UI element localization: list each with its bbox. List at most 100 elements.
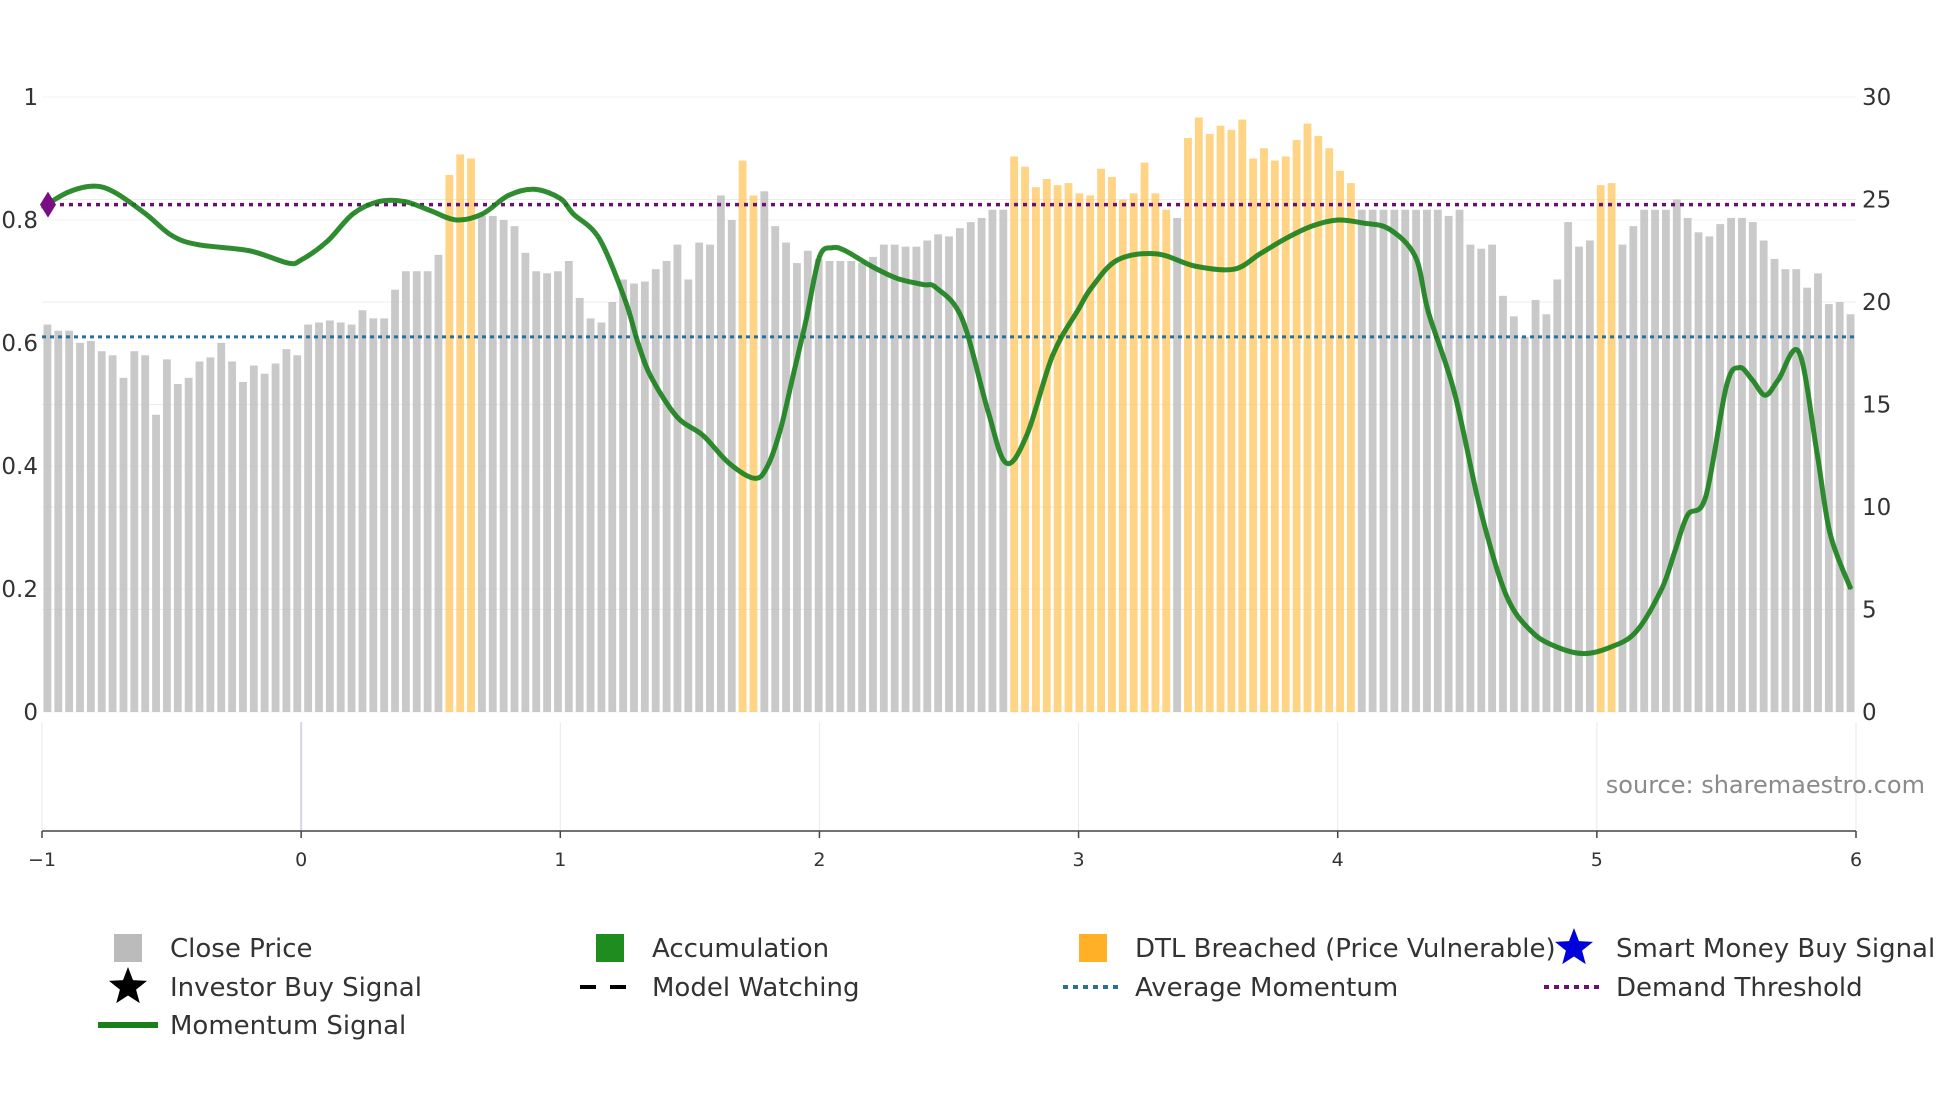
close-bar [1444, 215, 1453, 712]
close-bar [391, 289, 399, 712]
legend-star-icon [1554, 928, 1594, 965]
close-bar [1575, 246, 1583, 712]
legend-swatch [114, 934, 142, 962]
close-bar [141, 355, 150, 712]
legend-item-dtl: DTL Breached (Price Vulnerable) [1079, 934, 1556, 964]
close-bar [54, 330, 63, 712]
dtl-bar [1010, 156, 1019, 712]
momentum-point [1850, 588, 1852, 590]
momentum-point [300, 259, 302, 261]
momentum-point [1777, 379, 1780, 381]
momentum-point [766, 465, 769, 467]
close-bar [488, 215, 497, 712]
close-bar [1672, 199, 1681, 712]
close-bar [1173, 217, 1182, 712]
close-bar [510, 226, 519, 712]
momentum-point [1704, 495, 1707, 498]
legend-item-avgmom: Average Momentum [1063, 973, 1398, 1003]
close-bar [260, 373, 269, 712]
close-bar [966, 222, 975, 713]
dtl-bar [1042, 179, 1051, 712]
dtl-bar [1270, 160, 1279, 713]
close-bar [695, 242, 704, 713]
legend-label: Investor Buy Signal [170, 973, 422, 1003]
x-tick-label: 1 [554, 849, 566, 871]
close-bar [1488, 244, 1497, 712]
right-tick-label: 5 [1862, 598, 1877, 624]
close-bar [1727, 217, 1735, 712]
left-tick-label: 0.8 [1, 208, 38, 234]
momentum-point [896, 277, 898, 280]
close-bar [1618, 244, 1627, 712]
x-tick-label: 4 [1332, 849, 1344, 871]
close-bar [619, 279, 628, 712]
close-bar [478, 215, 486, 712]
momentum-point [1634, 631, 1637, 633]
dtl-bar [1325, 148, 1334, 712]
close-bar [1835, 302, 1844, 712]
close-bar [1694, 232, 1703, 713]
close-bar [586, 318, 595, 712]
close-bar [43, 324, 52, 712]
close-bar [575, 297, 584, 712]
dtl-bar [1281, 156, 1290, 712]
legend-star-icon [108, 967, 148, 1004]
momentum-point [1090, 286, 1093, 289]
dtl-bar [467, 158, 475, 712]
close-bar [1466, 244, 1475, 712]
left-tick-label: 1 [23, 85, 38, 111]
momentum-point [1738, 366, 1741, 369]
close-price-bars [43, 191, 1855, 713]
close-bar [304, 324, 313, 712]
close-bar [412, 271, 421, 712]
close-bar [152, 414, 160, 712]
legend-item-smart: Smart Money Buy Signal [1554, 928, 1935, 965]
legend-item-accumulation: Accumulation [596, 934, 829, 964]
close-bar [119, 377, 128, 712]
close-bar [76, 343, 84, 712]
legend-label: DTL Breached (Price Vulnerable) [1135, 934, 1556, 964]
close-bar [836, 261, 845, 712]
close-bar [1792, 269, 1801, 712]
momentum-point [1194, 265, 1196, 267]
close-bar [401, 271, 410, 712]
close-bar [1629, 226, 1638, 712]
close-bar [955, 228, 964, 712]
dtl-bar [1227, 129, 1236, 713]
dtl-bar [1336, 170, 1344, 713]
momentum-point [637, 342, 639, 344]
momentum-point [1051, 354, 1054, 357]
close-bar [640, 281, 649, 712]
close-bar [1433, 209, 1442, 712]
momentum-point [727, 462, 730, 464]
dtl-bar [738, 160, 747, 713]
close-bar [1509, 316, 1518, 712]
close-bar [977, 217, 986, 712]
close-bar [217, 343, 226, 712]
close-bar [1781, 269, 1790, 712]
close-bar [1846, 314, 1855, 712]
close-bar [890, 244, 899, 712]
dtl-bar [1184, 138, 1192, 712]
close-bar [1716, 224, 1725, 712]
dtl-bar [1205, 133, 1214, 712]
close-bar [347, 324, 356, 712]
dtl-bar [1216, 125, 1225, 712]
close-bar [521, 252, 530, 713]
close-bar [945, 236, 953, 712]
right-tick-label: 20 [1862, 290, 1891, 316]
close-bar [1477, 248, 1486, 712]
momentum-point [404, 200, 406, 203]
x-tick-label: 6 [1850, 849, 1862, 871]
right-tick-label: 10 [1862, 495, 1891, 521]
momentum-point [533, 188, 536, 191]
dtl-bar [749, 195, 758, 712]
right-tick-label: 0 [1862, 700, 1877, 726]
momentum-point [93, 185, 95, 187]
close-bar [912, 246, 921, 712]
close-bar [1738, 217, 1746, 712]
close-bar [1379, 209, 1388, 712]
momentum-point [1362, 222, 1365, 224]
x-tick-label: 3 [1073, 849, 1085, 871]
close-bar [597, 322, 606, 712]
